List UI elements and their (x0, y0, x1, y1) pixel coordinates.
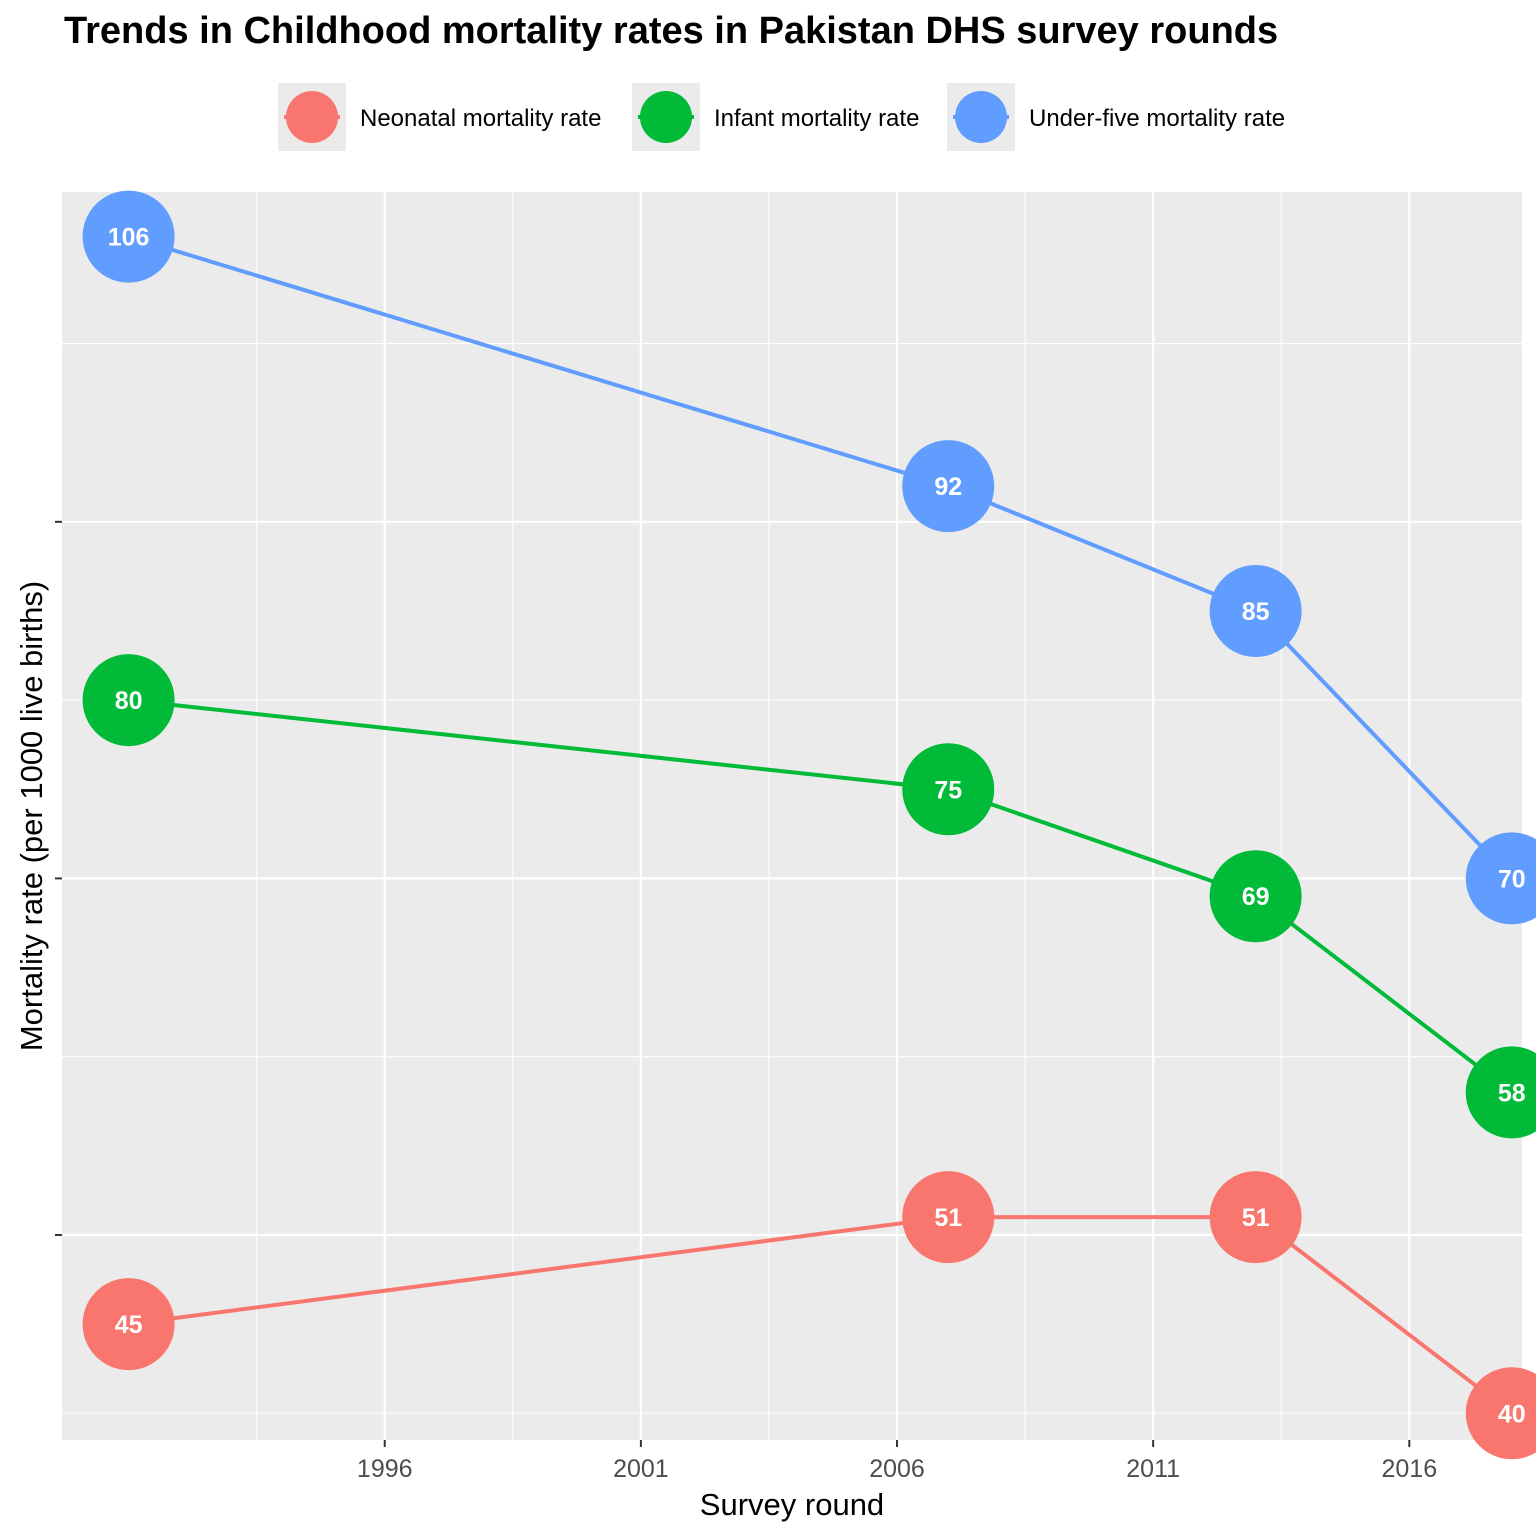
data-point (1465, 832, 1536, 925)
x-tick-label: 2011 (1126, 1455, 1180, 1483)
legend-key-point (955, 91, 1007, 143)
legend-key-point (640, 91, 692, 143)
data-label: 106 (108, 224, 150, 252)
data-label: 51 (1242, 1204, 1270, 1232)
data-label: 45 (115, 1311, 143, 1339)
x-tick-label: 2001 (613, 1455, 669, 1483)
data-label: 80 (115, 687, 143, 715)
data-label: 75 (934, 776, 962, 804)
series-line (128, 234, 1514, 880)
data-point (1209, 1171, 1302, 1264)
data-point (902, 1171, 995, 1264)
data-point (1209, 564, 1302, 657)
legend: Neonatal mortality rate Infant mortality … (278, 83, 1285, 151)
data-point (82, 654, 175, 747)
x-axis: 1996 2001 2006 2011 2016 (357, 1440, 1437, 1483)
x-axis-title: Survey round (700, 1487, 884, 1522)
legend-label: Neonatal mortality rate (360, 105, 601, 132)
data-point (1465, 1046, 1536, 1139)
x-tick-label: 2006 (869, 1455, 925, 1483)
series-line (128, 1215, 1513, 1415)
data-point (1209, 850, 1302, 943)
data-label: 40 (1498, 1400, 1526, 1428)
series-lines (128, 234, 1514, 1415)
x-tick-label: 1996 (357, 1455, 413, 1483)
data-point (1465, 1367, 1536, 1460)
data-label: 85 (1242, 598, 1270, 626)
data-label: 58 (1498, 1079, 1526, 1107)
data-label: 69 (1242, 883, 1270, 911)
data-point (902, 743, 995, 836)
data-point (902, 440, 995, 533)
y-axis-title: Mortality rate (per 1000 live births) (14, 581, 49, 1051)
legend-label: Under-five mortality rate (1029, 105, 1285, 132)
data-point (82, 190, 175, 283)
x-tick-label: 2016 (1381, 1455, 1437, 1483)
series-points: 45 51 51 40 80 75 69 58 106 92 85 70 (82, 190, 1536, 1460)
legend-label: Infant mortality rate (714, 105, 919, 132)
major-gridlines (62, 192, 1522, 1440)
data-point (82, 1278, 175, 1371)
data-label: 92 (934, 473, 962, 501)
legend-key-point (286, 91, 338, 143)
y-axis (55, 520, 62, 1236)
data-label: 70 (1498, 865, 1526, 893)
data-label: 51 (934, 1204, 962, 1232)
chart-title: Trends in Childhood mortality rates in P… (64, 10, 1279, 52)
series-line (128, 698, 1513, 1094)
